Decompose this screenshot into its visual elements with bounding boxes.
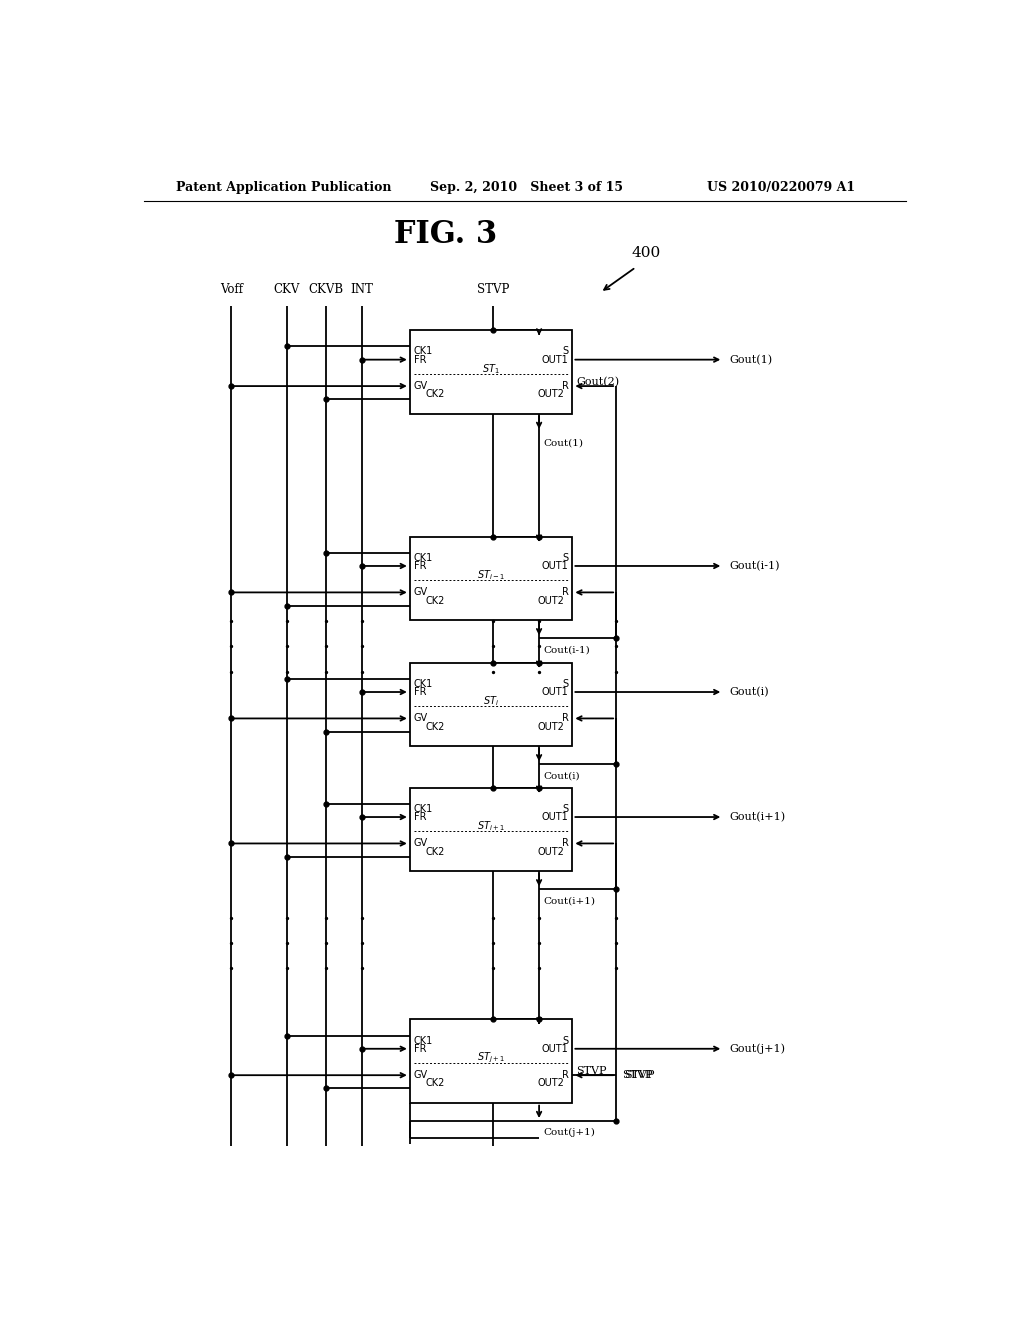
Text: CK2: CK2 [426,1078,445,1089]
Text: STVP: STVP [477,282,509,296]
Text: FR: FR [414,355,426,364]
Bar [410,663,572,746]
Text: $ST_{i+1}$: $ST_{i+1}$ [477,820,505,833]
Text: S: S [562,678,568,689]
Text: OUT1: OUT1 [542,812,568,822]
Text: $ST_i$: $ST_i$ [483,694,499,708]
Text: 400: 400 [632,246,662,260]
Text: CK2: CK2 [426,846,445,857]
Text: Gout(j+1): Gout(j+1) [729,1044,785,1055]
Text: CK1: CK1 [414,1036,433,1045]
Text: STVP: STVP [577,1067,607,1076]
Text: FR: FR [414,812,426,822]
Text: CKV: CKV [273,282,300,296]
Text: OUT2: OUT2 [538,1078,564,1089]
Text: $ST_{i-1}$: $ST_{i-1}$ [477,568,505,582]
Text: US 2010/0220079 A1: US 2010/0220079 A1 [708,181,855,194]
Text: CK2: CK2 [426,389,445,399]
Text: OUT2: OUT2 [538,722,564,731]
Text: GV: GV [414,381,428,391]
Text: CK2: CK2 [426,722,445,731]
Bar [410,788,572,871]
Text: FIG. 3: FIG. 3 [394,219,497,251]
Text: $ST_{j+1}$: $ST_{j+1}$ [477,1051,505,1065]
Text: S: S [562,804,568,814]
Bar [410,536,572,620]
Text: Gout(1): Gout(1) [729,355,773,364]
Text: CK1: CK1 [414,804,433,814]
Text: Cout(i-1): Cout(i-1) [543,645,590,655]
Text: $ST_1$: $ST_1$ [482,362,500,376]
Text: Cout(1): Cout(1) [543,440,583,447]
Text: R: R [561,1071,568,1080]
Text: Patent Application Publication: Patent Application Publication [176,181,391,194]
Text: GV: GV [414,1071,428,1080]
Text: OUT1: OUT1 [542,561,568,572]
Text: R: R [561,838,568,849]
Text: S: S [562,346,568,356]
Bar [410,1019,572,1102]
Text: FR: FR [414,686,426,697]
Text: Cout(i+1): Cout(i+1) [543,896,595,906]
Text: OUT1: OUT1 [542,1044,568,1053]
Text: Gout(i+1): Gout(i+1) [729,812,785,822]
Text: CK1: CK1 [414,346,433,356]
Text: GV: GV [414,587,428,598]
Text: R: R [561,381,568,391]
Text: CK2: CK2 [426,595,445,606]
Text: Sep. 2, 2010   Sheet 3 of 15: Sep. 2, 2010 Sheet 3 of 15 [430,181,623,194]
Text: R: R [561,587,568,598]
Bar [410,330,572,413]
Text: FR: FR [414,561,426,572]
Text: Gout(i-1): Gout(i-1) [729,561,780,572]
Text: Gout(i): Gout(i) [729,686,769,697]
Text: STVP: STVP [623,1071,653,1080]
Text: R: R [561,713,568,723]
Text: S: S [562,1036,568,1045]
Text: CKVB: CKVB [309,282,344,296]
Text: S: S [562,553,568,562]
Text: Cout(i): Cout(i) [543,771,580,780]
Text: Voff: Voff [220,282,243,296]
Text: OUT2: OUT2 [538,389,564,399]
Text: Cout(j+1): Cout(j+1) [543,1129,595,1137]
Text: OUT1: OUT1 [542,355,568,364]
Text: STVP: STVP [624,1071,654,1080]
Text: OUT1: OUT1 [542,686,568,697]
Text: OUT2: OUT2 [538,595,564,606]
Text: INT: INT [350,282,374,296]
Text: CK1: CK1 [414,678,433,689]
Text: Gout(2): Gout(2) [577,376,620,387]
Text: FR: FR [414,1044,426,1053]
Text: GV: GV [414,713,428,723]
Text: CK1: CK1 [414,553,433,562]
Text: OUT2: OUT2 [538,846,564,857]
Text: GV: GV [414,838,428,849]
